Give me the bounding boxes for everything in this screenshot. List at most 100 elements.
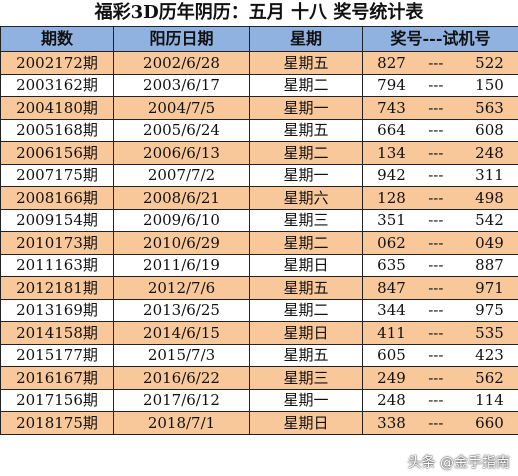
winning-number: 249 — [377, 368, 406, 387]
winning-number: 128 — [377, 188, 406, 207]
weekday-cell: 星期五 — [249, 118, 363, 142]
separator: --- — [428, 121, 444, 140]
winning-number: 134 — [377, 143, 406, 162]
period-cell: 2014158期 — [0, 321, 114, 345]
period-cell: 2008166期 — [0, 186, 114, 210]
weekday-cell: 星期一 — [249, 388, 363, 412]
table-row: 2013169期 2013/6/25 星期二 344 --- 975 — [0, 298, 518, 322]
separator: --- — [428, 188, 444, 207]
weekday-cell: 星期六 — [249, 186, 363, 210]
table-row: 2008166期 2008/6/21 星期六 128 --- 498 — [0, 186, 518, 210]
date-cell: 2005/6/24 — [113, 118, 250, 142]
date-cell: 2007/7/2 — [113, 163, 250, 187]
table-row: 2015177期 2015/7/3 星期五 605 --- 423 — [0, 343, 518, 367]
trial-number: 562 — [475, 368, 504, 387]
separator: --- — [428, 211, 444, 230]
winning-number: 351 — [377, 211, 406, 230]
draw-cell: 743 --- 563 — [362, 96, 518, 120]
separator: --- — [428, 323, 444, 342]
table-row: 2003162期 2003/6/17 星期二 794 --- 150 — [0, 73, 518, 97]
header-date: 阳历日期 — [113, 26, 250, 52]
date-cell: 2013/6/25 — [113, 298, 250, 322]
weekday-cell: 星期一 — [249, 96, 363, 120]
date-cell: 2003/6/17 — [113, 73, 250, 97]
weekday-cell: 星期五 — [249, 276, 363, 300]
separator: --- — [428, 166, 444, 185]
date-cell: 2009/6/10 — [113, 208, 250, 232]
separator: --- — [428, 76, 444, 95]
trial-number: 887 — [475, 256, 504, 275]
trial-number: 535 — [475, 323, 504, 342]
date-cell: 2015/7/3 — [113, 343, 250, 367]
separator: --- — [428, 413, 444, 432]
trial-number: 049 — [475, 233, 504, 252]
weekday-cell: 星期二 — [249, 231, 363, 255]
draw-cell: 794 --- 150 — [362, 73, 518, 97]
winning-number: 743 — [377, 98, 406, 117]
draw-cell: 062 --- 049 — [362, 231, 518, 255]
weekday-cell: 星期三 — [249, 366, 363, 390]
draw-cell: 635 --- 887 — [362, 253, 518, 277]
date-cell: 2014/6/15 — [113, 321, 250, 345]
draw-cell: 344 --- 975 — [362, 298, 518, 322]
draw-cell: 134 --- 248 — [362, 141, 518, 165]
weekday-cell: 星期二 — [249, 298, 363, 322]
winning-number: 847 — [377, 278, 406, 297]
separator: --- — [428, 98, 444, 117]
draw-cell: 338 --- 660 — [362, 411, 518, 435]
period-cell: 2017156期 — [0, 388, 114, 412]
trial-number: 311 — [475, 166, 504, 185]
winning-number: 411 — [377, 323, 406, 342]
table-row: 2012181期 2012/7/6 星期五 847 --- 971 — [0, 276, 518, 300]
period-cell: 2003162期 — [0, 73, 114, 97]
period-cell: 2006156期 — [0, 141, 114, 165]
table-row: 2009154期 2009/6/10 星期三 351 --- 542 — [0, 208, 518, 232]
watermark-text: 头条 @金手指南 — [407, 455, 510, 471]
draw-cell: 248 --- 114 — [362, 388, 518, 412]
winning-number: 635 — [377, 256, 406, 275]
date-cell: 2011/6/19 — [113, 253, 250, 277]
winning-number: 062 — [377, 233, 406, 252]
table-row: 2007175期 2007/7/2 星期一 942 --- 311 — [0, 163, 518, 187]
trial-number: 114 — [475, 391, 504, 410]
date-cell: 2002/6/28 — [113, 51, 250, 75]
separator: --- — [428, 278, 444, 297]
period-cell: 2007175期 — [0, 163, 114, 187]
separator: --- — [428, 53, 444, 72]
separator: --- — [428, 391, 444, 410]
winning-number: 664 — [377, 121, 406, 140]
winning-number: 827 — [377, 53, 406, 72]
table-title: 福彩3D历年阴历：五月 十八 奖号统计表 — [0, 0, 518, 26]
weekday-cell: 星期日 — [249, 411, 363, 435]
winning-number: 794 — [377, 76, 406, 95]
weekday-cell: 星期日 — [249, 321, 363, 345]
period-cell: 2002172期 — [0, 51, 114, 75]
table-row: 2002172期 2002/6/28 星期五 827 --- 522 — [0, 51, 518, 75]
separator: --- — [428, 256, 444, 275]
winning-number: 338 — [377, 413, 406, 432]
date-cell: 2006/6/13 — [113, 141, 250, 165]
separator: --- — [428, 143, 444, 162]
header-draw: 奖号---试机号 — [362, 26, 518, 52]
table-row: 2017156期 2017/6/12 星期一 248 --- 114 — [0, 388, 518, 412]
trial-number: 608 — [475, 121, 504, 140]
trial-number: 975 — [475, 301, 504, 320]
table-row: 2005168期 2005/6/24 星期五 664 --- 608 — [0, 118, 518, 142]
period-cell: 2018175期 — [0, 411, 114, 435]
period-cell: 2004180期 — [0, 96, 114, 120]
header-weekday: 星期 — [249, 26, 363, 52]
date-cell: 2018/7/1 — [113, 411, 250, 435]
trial-number: 248 — [475, 143, 504, 162]
weekday-cell: 星期三 — [249, 208, 363, 232]
date-cell: 2012/7/6 — [113, 276, 250, 300]
draw-cell: 351 --- 542 — [362, 208, 518, 232]
date-cell: 2010/6/29 — [113, 231, 250, 255]
draw-cell: 847 --- 971 — [362, 276, 518, 300]
separator: --- — [428, 346, 444, 365]
winning-number: 605 — [377, 346, 406, 365]
period-cell: 2005168期 — [0, 118, 114, 142]
draw-cell: 249 --- 562 — [362, 366, 518, 390]
weekday-cell: 星期日 — [249, 253, 363, 277]
draw-cell: 664 --- 608 — [362, 118, 518, 142]
trial-number: 542 — [475, 211, 504, 230]
